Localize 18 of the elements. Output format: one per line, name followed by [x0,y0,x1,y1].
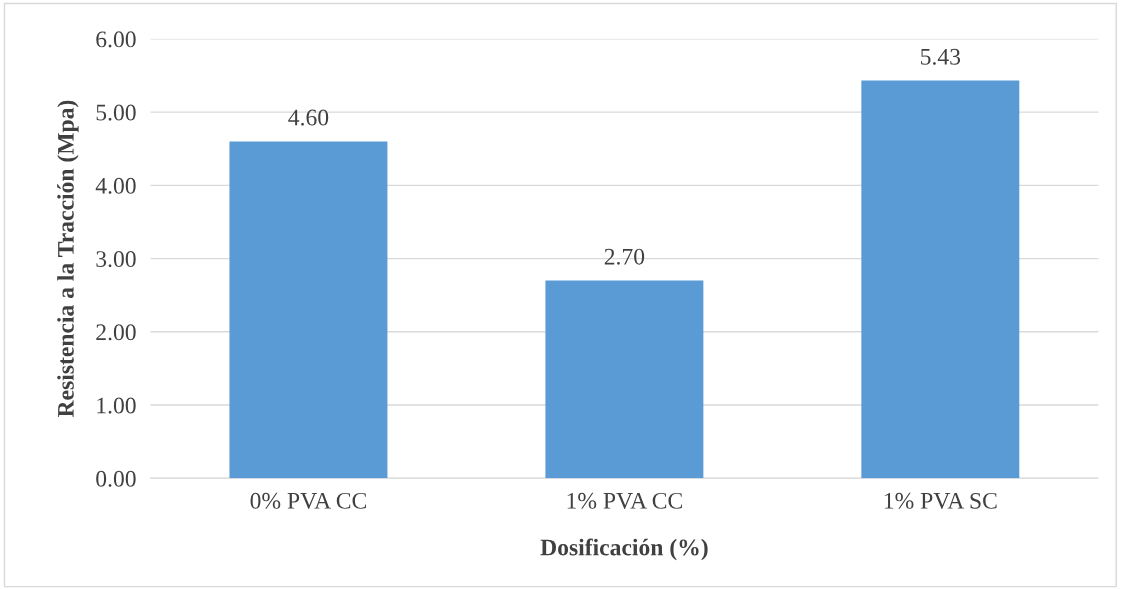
bar [861,80,1020,479]
x-tick-label: 1% PVA SC [884,492,997,509]
data-label: 2.70 [604,248,645,265]
y-tick-label: 4.00 [95,177,136,194]
bar [545,280,704,479]
y-tick-label: 0.00 [96,470,136,487]
x-axis-title: Dosificación (%) [540,538,708,561]
data-label: 5.43 [921,48,961,65]
y-axis-title: Resistencia a la Tracción (Mpa) [57,100,79,418]
x-tick-label: 1% PVA CC [567,492,682,509]
data-label: 4.60 [288,109,329,126]
bar [229,141,388,479]
x-tick-label: 0% PVA CC [250,492,366,509]
y-tick-label: 2.00 [96,324,136,341]
y-tick-label: 6.00 [96,31,136,48]
y-tick-label: 1.00 [97,397,136,414]
y-tick-label: 5.00 [96,104,136,121]
y-tick-label: 3.00 [96,251,136,268]
